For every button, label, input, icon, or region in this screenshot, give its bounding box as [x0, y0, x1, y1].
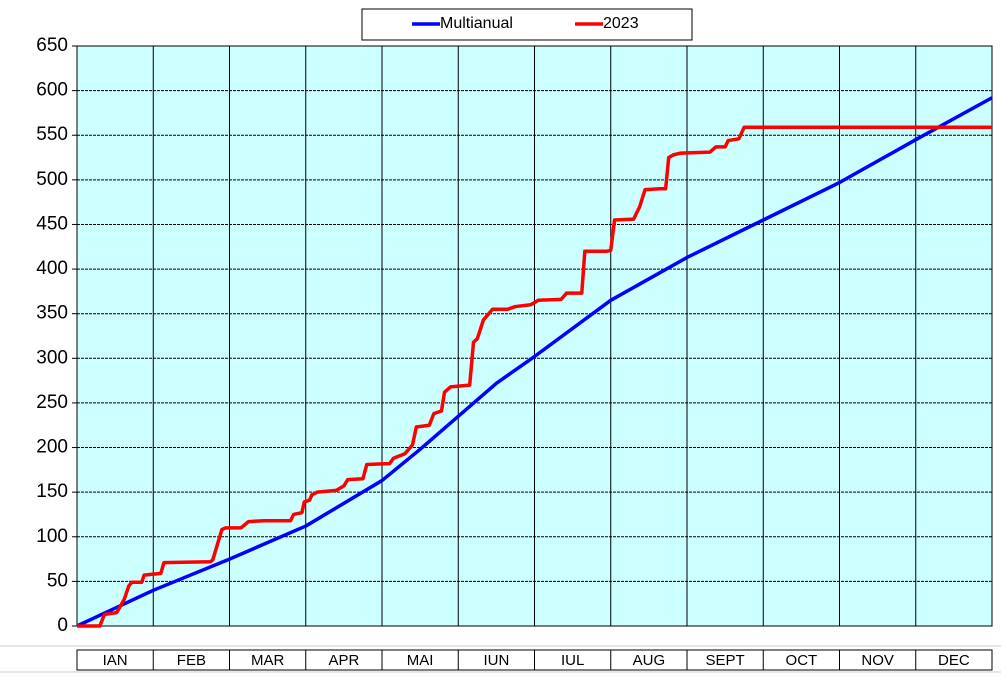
y-tick-label: 100 [36, 526, 68, 547]
x-tick-label: NOV [861, 652, 894, 669]
y-tick-label: 250 [36, 392, 68, 413]
y-tick-label: 400 [36, 258, 68, 279]
series-line [77, 125, 992, 628]
legend [361, 8, 693, 41]
x-tick-label: MAR [251, 652, 285, 669]
x-tick-label: IUL [561, 652, 584, 669]
x-tick-label: IUN [483, 652, 509, 669]
x-tick-label: OCT [786, 652, 818, 669]
legend-label: 2023 [603, 15, 639, 32]
x-tick-label: IAN [103, 652, 128, 669]
y-tick-label: 450 [36, 213, 68, 234]
x-tick-label: SEPT [706, 652, 745, 669]
y-tick-label: 50 [47, 570, 68, 591]
y-tick-label: 350 [36, 303, 68, 324]
y-tick-label: 600 [36, 80, 68, 101]
legend-label: Multianual [440, 15, 513, 32]
x-tick-label: DEC [938, 652, 970, 669]
y-tick-label: 200 [36, 437, 68, 458]
x-tick-label: AUG [633, 652, 666, 669]
y-tick-label: 650 [36, 35, 68, 56]
y-tick-label: 550 [36, 124, 68, 145]
y-tick-label: 300 [36, 347, 68, 368]
y-tick-label: 500 [36, 169, 68, 190]
x-tick-label: MAI [407, 652, 434, 669]
x-tick-label: APR [328, 652, 359, 669]
y-tick-label: 0 [57, 615, 68, 636]
series-line [76, 96, 993, 628]
y-tick-label: 150 [36, 481, 68, 502]
x-tick-label: FEB [177, 652, 206, 669]
